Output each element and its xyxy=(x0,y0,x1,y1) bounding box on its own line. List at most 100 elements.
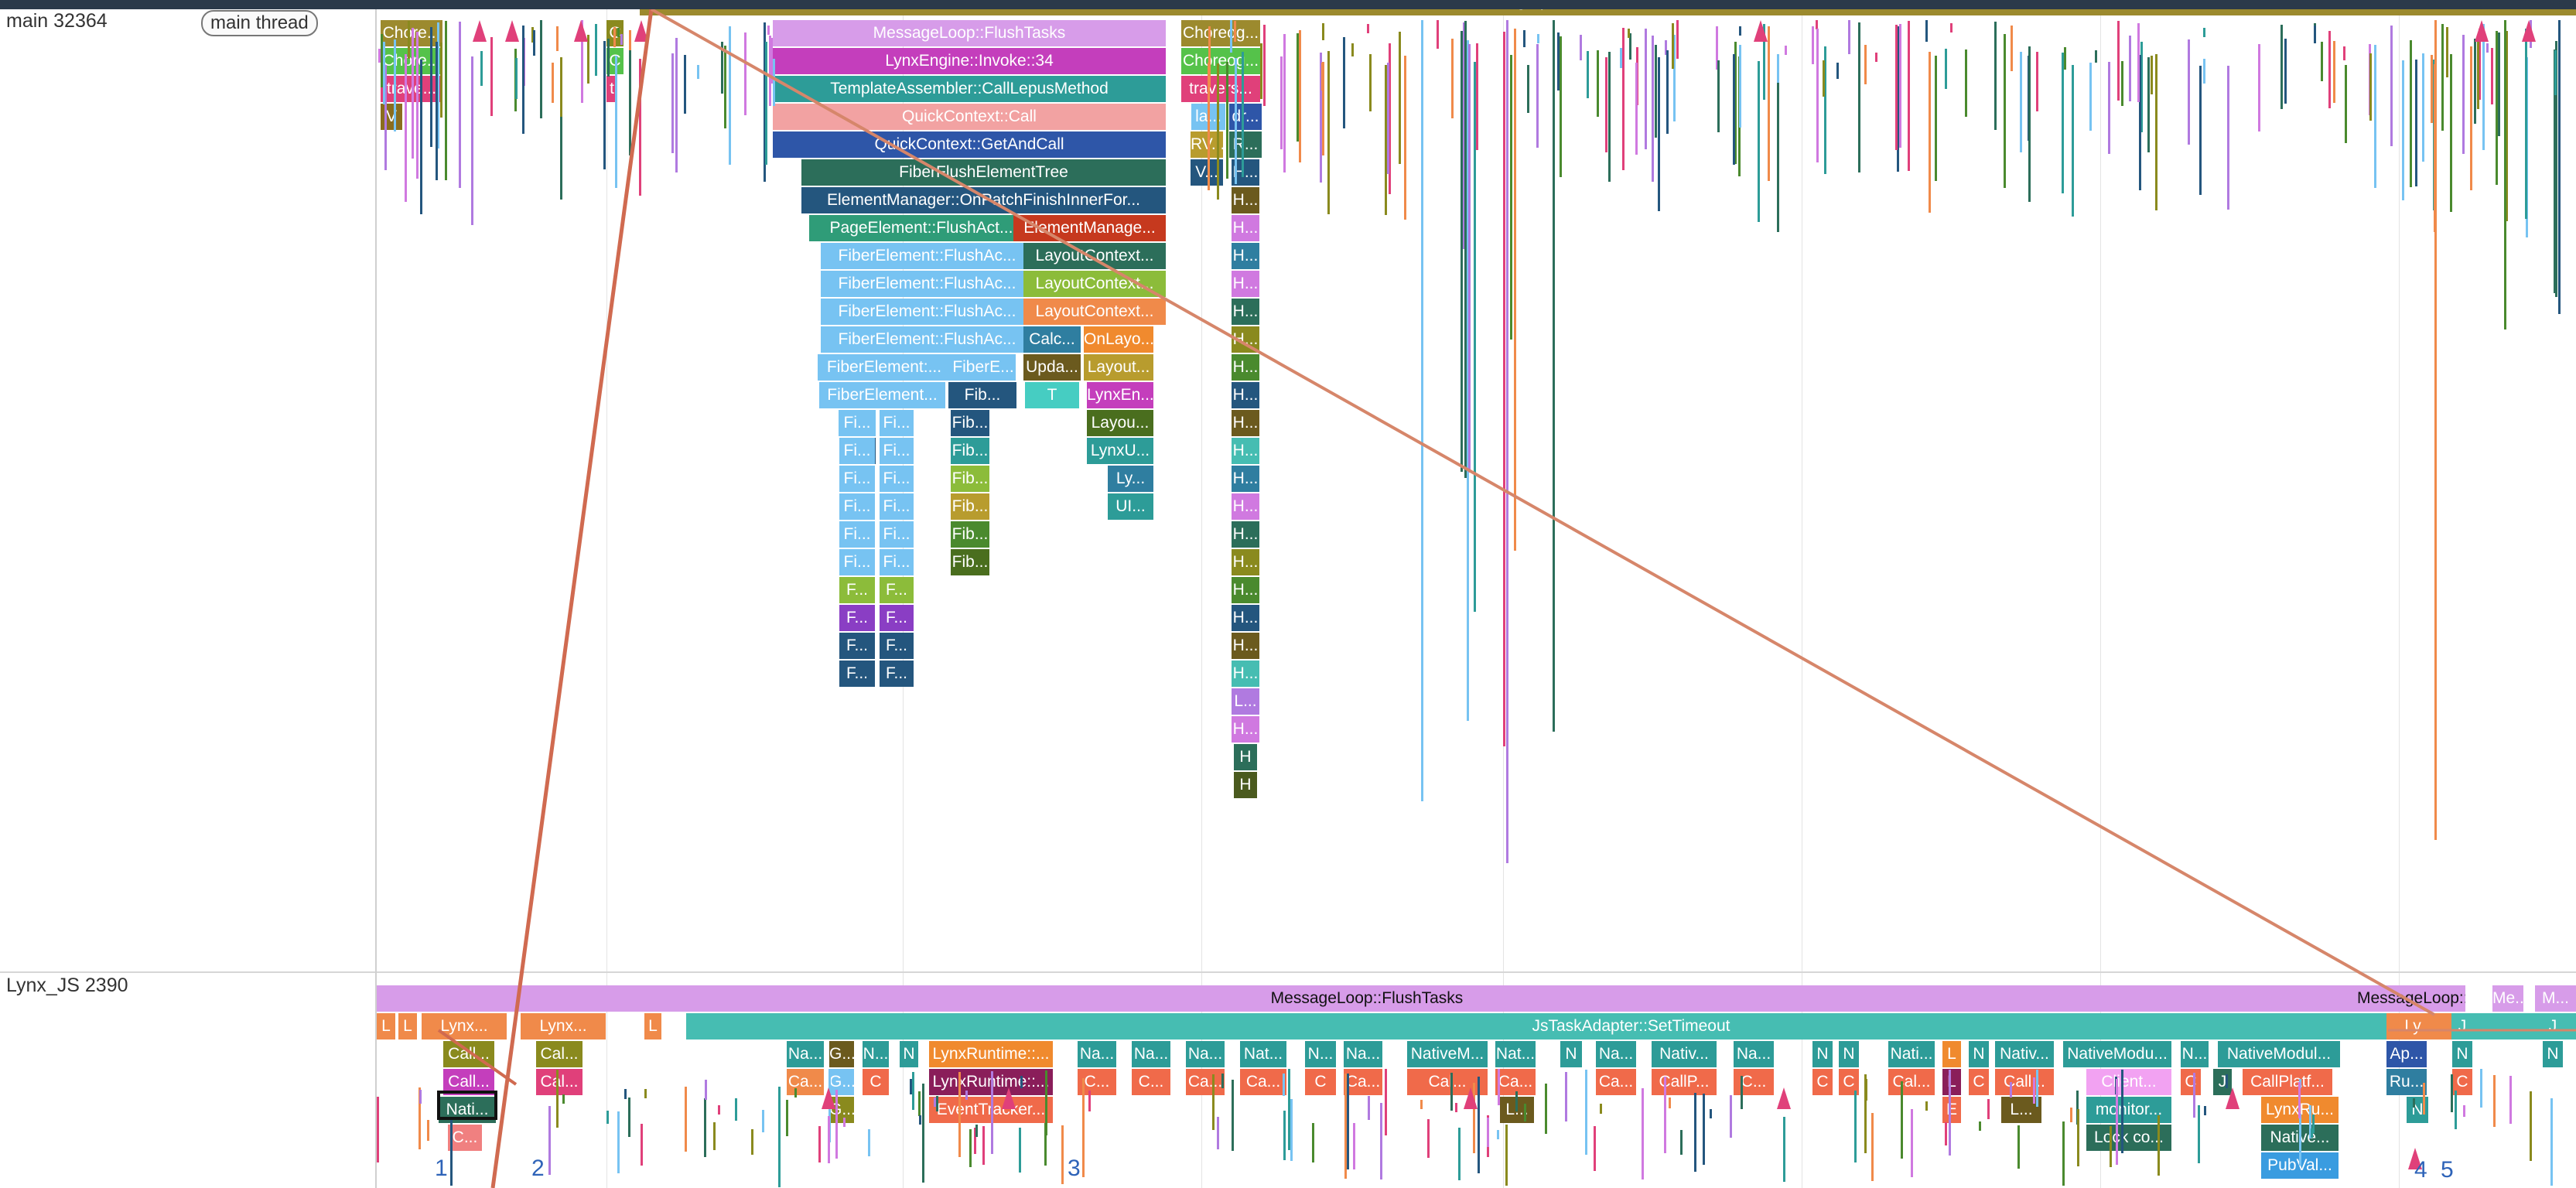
main-slice-fi[interactable]: F... xyxy=(839,633,875,659)
js-slice[interactable]: J xyxy=(2452,1013,2472,1040)
marker-1[interactable]: 1 xyxy=(435,1156,448,1181)
main-slice-h[interactable]: H... xyxy=(1232,661,1259,687)
js-slice[interactable]: E xyxy=(1942,1097,1961,1123)
main-slice[interactable]: FiberElement::FlushAc... xyxy=(821,243,1033,269)
js-slice[interactable]: JsTaskAdapter::SetTimeout xyxy=(686,1013,2576,1040)
main-slice[interactable]: Upda... xyxy=(1023,354,1081,381)
main-slice-fi[interactable]: F... xyxy=(880,605,914,631)
main-slice[interactable]: MessageLoop::FlushTasks xyxy=(773,20,1166,46)
js-slice[interactable]: C xyxy=(863,1069,889,1095)
main-slice-h[interactable]: H... xyxy=(1232,354,1259,381)
main-slice-h[interactable]: H... xyxy=(1232,633,1259,659)
main-slice[interactable]: Layout... xyxy=(1084,354,1153,381)
main-slice[interactable]: LynxU... xyxy=(1087,438,1153,464)
main-slice-fi[interactable]: Fi... xyxy=(839,549,875,575)
main-slice[interactable]: LynxEngine::Invoke::34 xyxy=(773,48,1166,74)
main-slice-h[interactable]: H... xyxy=(1232,466,1259,492)
main-slice-fi[interactable]: F... xyxy=(880,577,914,603)
js-slice[interactable]: L xyxy=(398,1013,417,1040)
main-slice-h[interactable]: H... xyxy=(1232,299,1259,325)
js-slice[interactable]: C xyxy=(1839,1069,1859,1095)
main-slice-h[interactable]: H... xyxy=(1232,243,1259,269)
main-slice[interactable]: ElementManager::OnPatchFinishInnerFor... xyxy=(801,187,1166,213)
js-slice[interactable]: N xyxy=(900,1041,918,1067)
js-slice[interactable]: C... xyxy=(448,1125,482,1151)
main-slice-fi[interactable]: Fi... xyxy=(880,466,914,492)
main-slice[interactable]: FiberElement:... xyxy=(818,354,951,381)
js-slice[interactable]: Nati... xyxy=(1888,1041,1935,1067)
js-slice[interactable]: N xyxy=(2543,1041,2563,1067)
js-slice[interactable]: NativeModu... xyxy=(2063,1041,2171,1067)
js-slice[interactable]: Ru... xyxy=(2386,1069,2427,1095)
main-slice[interactable]: Fib... xyxy=(948,382,1016,408)
main-slice[interactable]: PageElement::FlushAct... xyxy=(809,215,1033,241)
js-slice[interactable]: N xyxy=(1839,1041,1859,1067)
main-slice-h[interactable]: H... xyxy=(1232,271,1259,297)
main-slice[interactable]: UI... xyxy=(1108,493,1153,520)
main-slice-fi[interactable]: Fi... xyxy=(839,493,875,520)
js-slice[interactable]: Nativ... xyxy=(1995,1041,2054,1067)
main-slice[interactable]: QuickContext::Call xyxy=(773,104,1166,130)
main-slice[interactable]: FiberElement::FlushAc... xyxy=(821,299,1033,325)
main-slice-fi[interactable]: Fi... xyxy=(880,438,914,464)
js-slice[interactable]: G... xyxy=(829,1041,854,1067)
js-slice[interactable]: Na... xyxy=(787,1041,824,1067)
main-slice[interactable]: FiberFlushElementTree xyxy=(801,159,1166,186)
main-slice[interactable]: LayoutContext... xyxy=(1023,271,1166,297)
main-slice-h[interactable]: H... xyxy=(1232,187,1259,213)
js-slice[interactable]: Ly... xyxy=(2386,1013,2451,1040)
js-slice[interactable]: Na... xyxy=(1344,1041,1382,1067)
js-slice[interactable]: NativeModul... xyxy=(2218,1041,2340,1067)
main-slice[interactable]: FiberElement... xyxy=(819,382,945,408)
js-slice[interactable]: L xyxy=(1942,1069,1961,1095)
js-slice[interactable]: C... xyxy=(1132,1069,1170,1095)
main-slice[interactable]: Choreog... xyxy=(1181,20,1260,46)
main-slice[interactable]: H xyxy=(1234,772,1257,798)
main-slice[interactable]: Ly... xyxy=(1108,466,1153,492)
main-slice-fi[interactable]: F... xyxy=(880,633,914,659)
js-slice[interactable]: CallPlatf... xyxy=(2243,1069,2332,1095)
main-thread-badge[interactable]: main thread xyxy=(201,10,318,36)
js-slice[interactable]: C xyxy=(2452,1069,2472,1095)
main-slice[interactable]: QuickContext::GetAndCall xyxy=(773,131,1166,158)
js-slice[interactable]: C xyxy=(1812,1069,1833,1095)
main-slice[interactable]: LayoutContext... xyxy=(1023,299,1166,325)
js-slice[interactable]: Nativ... xyxy=(1652,1041,1717,1067)
js-slice[interactable]: LynxRuntime::... xyxy=(929,1041,1053,1067)
js-slice[interactable]: N... xyxy=(863,1041,889,1067)
main-slice[interactable]: FiberElement::FlushAc... xyxy=(821,271,1033,297)
main-slice-h[interactable]: H... xyxy=(1232,438,1259,464)
js-slice[interactable]: Na... xyxy=(1078,1041,1116,1067)
main-slice-h[interactable]: H... xyxy=(1232,410,1259,436)
js-slice[interactable]: Me... xyxy=(2492,985,2523,1012)
js-slice[interactable]: Ca... xyxy=(1495,1069,1536,1095)
main-slice[interactable]: Layou... xyxy=(1087,410,1153,436)
main-slice[interactable]: t xyxy=(606,76,617,102)
main-slice[interactable]: LynxEn... xyxy=(1087,382,1153,408)
js-slice[interactable]: Na... xyxy=(1734,1041,1774,1067)
main-slice-fib[interactable]: Fib... xyxy=(951,410,989,436)
js-slice[interactable]: NativeM... xyxy=(1407,1041,1488,1067)
js-slice[interactable]: L xyxy=(377,1013,395,1040)
marker-2[interactable]: 2 xyxy=(531,1156,545,1181)
js-slice[interactable]: Na... xyxy=(1596,1041,1636,1067)
main-slice-fi[interactable]: Fi... xyxy=(880,410,914,436)
js-slice[interactable]: N xyxy=(1812,1041,1833,1067)
main-slice[interactable]: FiberE... xyxy=(951,354,1016,381)
main-slice[interactable]: TemplateAssembler::CallLepusMethod xyxy=(773,76,1166,102)
js-slice[interactable]: Na... xyxy=(1132,1041,1170,1067)
main-slice-fi[interactable]: Fi... xyxy=(880,549,914,575)
main-slice-fi[interactable]: Fi... xyxy=(839,521,875,548)
main-slice[interactable]: H... xyxy=(1232,215,1259,241)
main-slice-fi[interactable]: F... xyxy=(839,661,875,687)
main-slice[interactable]: OnLayo... xyxy=(1084,326,1153,353)
main-slice-fi[interactable]: F... xyxy=(839,605,875,631)
js-slice[interactable]: L xyxy=(644,1013,661,1040)
js-slice[interactable]: Ca... xyxy=(1344,1069,1382,1095)
js-slice[interactable]: Na... xyxy=(1186,1041,1225,1067)
main-slice-fi[interactable]: Fi... xyxy=(839,438,875,464)
js-slice[interactable]: Ca... xyxy=(787,1069,824,1095)
js-slice[interactable]: Lynx... xyxy=(521,1013,606,1040)
main-slice[interactable]: Choreog... xyxy=(1181,48,1260,74)
main-slice[interactable]: T xyxy=(1025,382,1079,408)
